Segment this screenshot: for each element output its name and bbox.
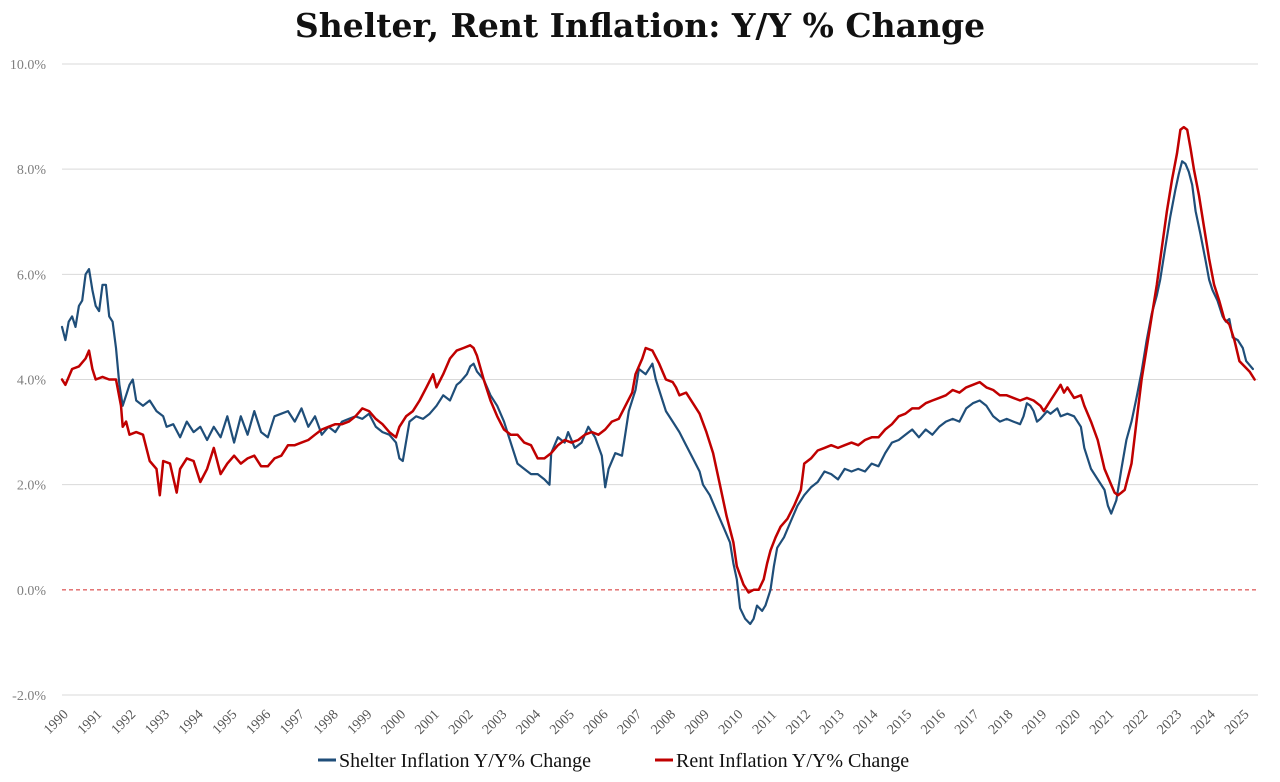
x-tick-label: 1993 bbox=[143, 707, 173, 737]
x-tick-label: 2019 bbox=[1020, 707, 1050, 737]
x-tick-label: 1996 bbox=[244, 707, 274, 737]
chart-title: Shelter, Rent Inflation: Y/Y % Change bbox=[294, 6, 986, 45]
x-tick-label: 2011 bbox=[750, 708, 780, 738]
x-tick-label: 2007 bbox=[615, 707, 645, 737]
x-tick-label: 2000 bbox=[379, 707, 409, 737]
series-layer bbox=[60, 125, 1256, 626]
y-tick-label: 2.0% bbox=[17, 479, 47, 494]
x-tick-label: 1997 bbox=[277, 707, 307, 737]
y-tick-label: -2.0% bbox=[12, 689, 46, 704]
x-tick-label: 2009 bbox=[682, 707, 712, 737]
x-tick-label: 2004 bbox=[514, 707, 544, 737]
y-tick-label: 6.0% bbox=[17, 268, 47, 283]
x-tick-label: 2021 bbox=[1087, 707, 1117, 737]
grid-layer bbox=[62, 63, 1258, 696]
y-tick-label: 4.0% bbox=[17, 374, 47, 389]
x-tick-label: 2010 bbox=[716, 707, 746, 737]
x-tick-label: 2023 bbox=[1155, 707, 1185, 737]
x-tick-label: 2001 bbox=[412, 707, 442, 737]
x-tick-label: 2015 bbox=[885, 707, 915, 737]
x-tick-label: 1994 bbox=[176, 707, 206, 737]
y-tick-label: 0.0% bbox=[17, 584, 47, 599]
x-tick-label: 2006 bbox=[581, 707, 611, 737]
x-tick-label: 2003 bbox=[480, 707, 510, 737]
x-tick-label: 2014 bbox=[851, 707, 881, 737]
series-line-rent bbox=[60, 125, 1256, 594]
x-tick-label: 1992 bbox=[109, 707, 139, 737]
series-line-shelter bbox=[60, 160, 1254, 626]
x-tick-label: 1990 bbox=[41, 707, 71, 737]
x-tick-label: 2025 bbox=[1222, 707, 1252, 737]
y-axis: -2.0% 0.0% 2.0% 4.0% 6.0% 8.0% 10.0% bbox=[10, 58, 47, 704]
legend: Shelter Inflation Y/Y% Change Rent Inflat… bbox=[318, 750, 909, 772]
x-tick-label: 2005 bbox=[547, 707, 577, 737]
legend-label-rent: Rent Inflation Y/Y% Change bbox=[676, 750, 909, 772]
x-tick-label: 2013 bbox=[817, 707, 847, 737]
x-tick-label: 1995 bbox=[210, 707, 240, 737]
x-tick-label: 2020 bbox=[1053, 707, 1083, 737]
x-tick-label: 1998 bbox=[311, 707, 341, 737]
x-tick-label: 2012 bbox=[784, 707, 814, 737]
legend-label-shelter: Shelter Inflation Y/Y% Change bbox=[339, 750, 591, 772]
x-tick-label: 2024 bbox=[1188, 707, 1218, 737]
x-tick-label: 2022 bbox=[1121, 707, 1151, 737]
x-tick-label: 2002 bbox=[446, 707, 476, 737]
x-axis: 1990 1991 1992 1993 1994 1995 1996 1997 1998 1999… bbox=[41, 707, 1252, 737]
y-tick-label: 8.0% bbox=[17, 163, 47, 178]
x-tick-label: 1991 bbox=[75, 707, 105, 737]
x-tick-label: 1999 bbox=[345, 707, 375, 737]
x-tick-label: 2018 bbox=[986, 707, 1016, 737]
x-tick-label: 2016 bbox=[919, 707, 949, 737]
x-tick-label: 2008 bbox=[649, 707, 679, 737]
y-tick-label: 10.0% bbox=[10, 58, 47, 73]
x-tick-label: 2017 bbox=[952, 707, 982, 737]
